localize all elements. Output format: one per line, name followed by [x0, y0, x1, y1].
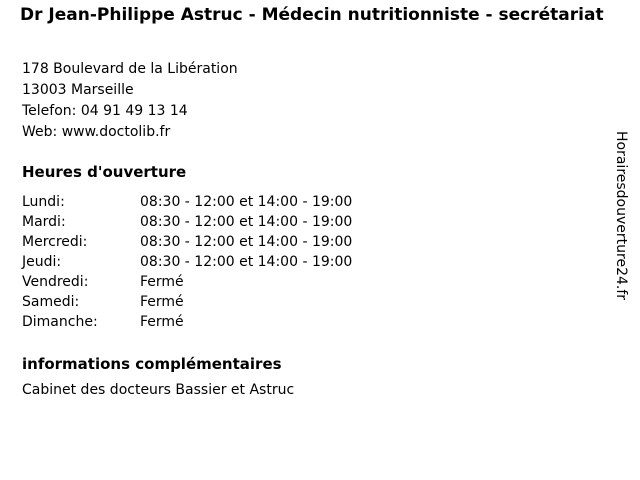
- opening-hours-table: Lundi: 08:30 - 12:00 et 14:00 - 19:00 Mar…: [22, 192, 352, 332]
- phone-line: Telefon: 04 91 49 13 14: [22, 103, 188, 119]
- day-hours: Fermé: [140, 314, 184, 330]
- table-row: Jeudi: 08:30 - 12:00 et 14:00 - 19:00: [22, 252, 352, 272]
- address-street: 178 Boulevard de la Libération: [22, 61, 238, 77]
- day-label: Lundi:: [22, 194, 65, 210]
- contact-block: 178 Boulevard de la Libération 13003 Mar…: [22, 59, 238, 143]
- day-label: Dimanche:: [22, 314, 98, 330]
- table-row: Lundi: 08:30 - 12:00 et 14:00 - 19:00: [22, 192, 352, 212]
- day-label: Vendredi:: [22, 274, 89, 290]
- day-label: Samedi:: [22, 294, 80, 310]
- day-label: Jeudi:: [22, 254, 62, 270]
- day-hours: 08:30 - 12:00 et 14:00 - 19:00: [140, 254, 353, 270]
- table-row: Samedi: Fermé: [22, 292, 352, 312]
- table-row: Mardi: 08:30 - 12:00 et 14:00 - 19:00: [22, 212, 352, 232]
- address-city: 13003 Marseille: [22, 82, 134, 98]
- additional-info-heading: informations complémentaires: [22, 355, 282, 373]
- table-row: Vendredi: Fermé: [22, 272, 352, 292]
- day-label: Mardi:: [22, 214, 66, 230]
- website-line: Web: www.doctolib.fr: [22, 124, 171, 140]
- day-hours: 08:30 - 12:00 et 14:00 - 19:00: [140, 214, 353, 230]
- page-title: Dr Jean-Philippe Astruc - Médecin nutrit…: [20, 5, 604, 25]
- table-row: Mercredi: 08:30 - 12:00 et 14:00 - 19:00: [22, 232, 352, 252]
- day-hours: 08:30 - 12:00 et 14:00 - 19:00: [140, 194, 353, 210]
- opening-hours-heading: Heures d'ouverture: [22, 163, 187, 181]
- additional-info-text: Cabinet des docteurs Bassier et Astruc: [22, 382, 295, 398]
- day-hours: Fermé: [140, 274, 184, 290]
- day-hours: Fermé: [140, 294, 184, 310]
- day-hours: 08:30 - 12:00 et 14:00 - 19:00: [140, 234, 353, 250]
- table-row: Dimanche: Fermé: [22, 312, 352, 332]
- day-label: Mercredi:: [22, 234, 88, 250]
- watermark-vertical-text: Horairesdouverture24.fr: [613, 131, 629, 301]
